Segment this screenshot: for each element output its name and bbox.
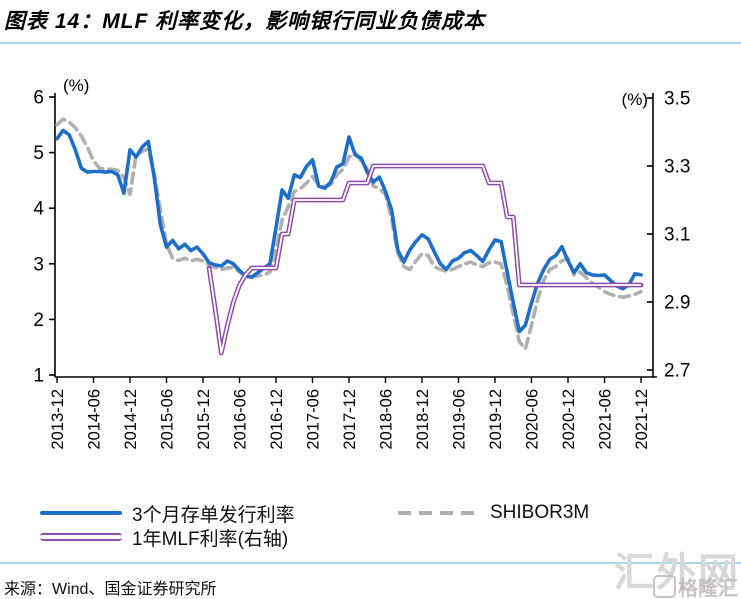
series-mlf1y-line-core: [208, 165, 641, 354]
footer-divider-line: [0, 562, 741, 564]
y-axis-left-tick-label: 6: [33, 88, 44, 109]
x-axis-tick-label: 2021-06: [597, 389, 615, 450]
legend-item-mlf1y: 1年MLF利率(右轴): [40, 524, 398, 551]
title-divider-line: [0, 42, 741, 44]
x-axis-tick-label: 2021-12: [633, 389, 651, 450]
x-axis-tick-label: 2013-12: [49, 389, 67, 450]
mlf1y-line-swatch: [40, 533, 122, 541]
x-axis-tick-label: 2016-12: [268, 389, 286, 450]
y-axis-right-tick-label: 3.5: [664, 89, 690, 110]
site-watermark: 汇外网: [614, 551, 740, 595]
y-axis-left-tick-label: 5: [33, 143, 44, 164]
legend-label-cd3m: 3个月存单发行利率: [132, 504, 295, 526]
x-axis-tick-label: 2014-12: [122, 389, 140, 450]
y-axis-left-tick-label: 3: [33, 254, 44, 275]
y-axis-left-tick-label: 4: [33, 199, 44, 220]
legend-label-shibor3m: SHIBOR3M: [490, 502, 590, 523]
left-axis-unit-label: (%): [63, 76, 89, 95]
logo-watermark: 格隆汇: [653, 572, 738, 599]
y-axis-right-tick-label: 3.3: [664, 157, 690, 178]
x-axis-tick-label: 2020-06: [524, 389, 542, 450]
legend-row-1: 3个月存单发行利率 SHIBOR3M: [40, 500, 720, 527]
x-axis-tick-label: 2017-06: [305, 389, 323, 450]
logo-watermark-icon: [653, 575, 676, 598]
x-axis-tick-label: 2015-12: [195, 389, 213, 450]
chart-title: 图表 14：MLF 利率变化，影响银行同业负债成本: [4, 10, 486, 33]
legend-item-shibor3m: SHIBOR3M: [398, 502, 589, 524]
legend-label-mlf1y: 1年MLF利率(右轴): [132, 528, 289, 550]
cd3m-line-swatch: [40, 510, 122, 516]
x-axis-tick-label: 2018-12: [414, 389, 432, 450]
logo-watermark-text: 格隆汇: [678, 578, 738, 599]
shibor3m-dashed-swatch: [398, 510, 480, 516]
legend-item-cd3m: 3个月存单发行利率: [40, 500, 398, 527]
right-axis-unit-label: (%): [622, 90, 648, 109]
y-axis-left-tick-label: 2: [33, 310, 44, 331]
x-axis-tick-label: 2019-06: [451, 389, 469, 450]
series-shibor3m-line: [55, 117, 643, 351]
x-axis-tick-label: 2019-12: [487, 389, 505, 450]
x-axis-tick-label: 2017-12: [341, 389, 359, 450]
y-axis-right-tick-label: 2.7: [664, 361, 690, 382]
chart-legend: 3个月存单发行利率 SHIBOR3M 1年MLF利率(右轴): [40, 500, 720, 551]
x-axis-tick-label: 2015-06: [159, 389, 177, 450]
x-axis-tick-label: 2014-06: [86, 389, 104, 450]
legend-row-2: 1年MLF利率(右轴): [40, 524, 720, 551]
x-axis-tick-label: 2016-06: [232, 389, 250, 450]
y-axis-right-tick-label: 3.1: [664, 225, 690, 246]
series-cd3m-line: [55, 128, 643, 334]
x-axis-tick-label: 2020-12: [560, 389, 578, 450]
source-note: 来源：Wind、国金证券研究所: [4, 581, 217, 598]
x-axis-tick-label: 2018-06: [378, 389, 396, 450]
y-axis-right-tick-label: 2.9: [664, 293, 690, 314]
y-axis-left-tick-label: 1: [33, 366, 44, 387]
